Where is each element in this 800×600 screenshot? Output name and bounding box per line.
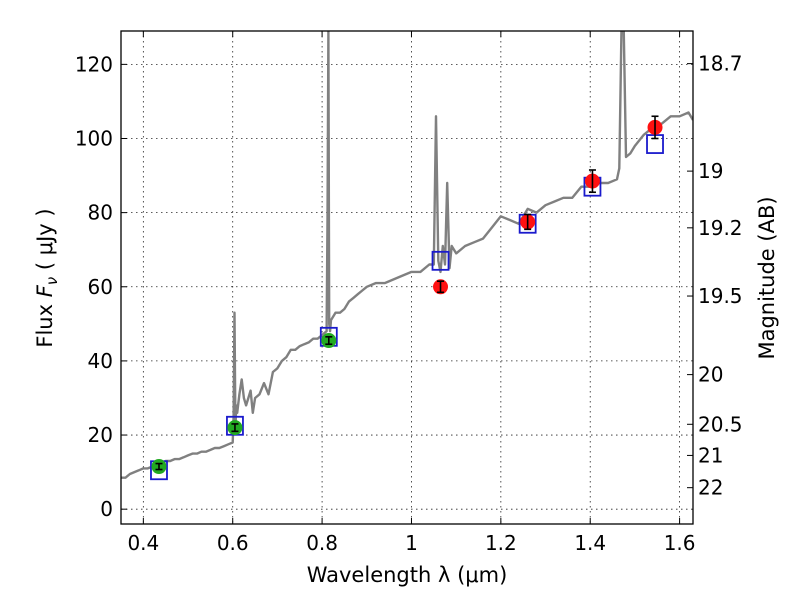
right-tick-label: 19 (698, 159, 723, 183)
x-tick-label: 1 (405, 531, 418, 555)
right-tick-label: 21 (698, 443, 723, 467)
y-tick-label: 80 (88, 201, 113, 225)
spectrum-line (121, 31, 693, 479)
right-tick-label: 18.7 (698, 52, 743, 76)
data-layer (121, 31, 693, 481)
x-tick-label: 1.2 (485, 531, 517, 555)
right-tick-label: 19.5 (698, 284, 743, 308)
y-tick-label: 120 (75, 52, 113, 76)
x-tick-label: 0.4 (127, 531, 159, 555)
y-tick-label: 40 (88, 349, 113, 373)
right-tick-label: 20.5 (698, 412, 743, 436)
model-square (431, 250, 450, 271)
right-tick-label: 20 (698, 363, 723, 387)
ticks: 0.4 0.6 0.8 1 1.2 1.4 1.6 0 20 40 60 80 100 120 18.7 19… (75, 31, 743, 555)
y-axis-label: Flux Fν ( μJy ) (33, 208, 61, 347)
right-tick-label: 22 (698, 476, 723, 500)
x-tick-label: 1.6 (664, 531, 696, 555)
y-tick-label: 20 (88, 423, 113, 447)
right-tick-label: 19.2 (698, 216, 743, 240)
x-tick-label: 0.8 (306, 531, 338, 555)
x-tick-label: 0.6 (217, 531, 249, 555)
x-axis-label: Wavelength λ (μm) (307, 563, 508, 587)
plot-frame (120, 30, 694, 525)
y-tick-label: 0 (100, 497, 113, 521)
x-tick-label: 1.4 (574, 531, 606, 555)
y-axis-label-right: Magnitude (AB) (755, 196, 779, 359)
y-tick-label: 100 (75, 126, 113, 150)
y-tick-label: 60 (88, 275, 113, 299)
